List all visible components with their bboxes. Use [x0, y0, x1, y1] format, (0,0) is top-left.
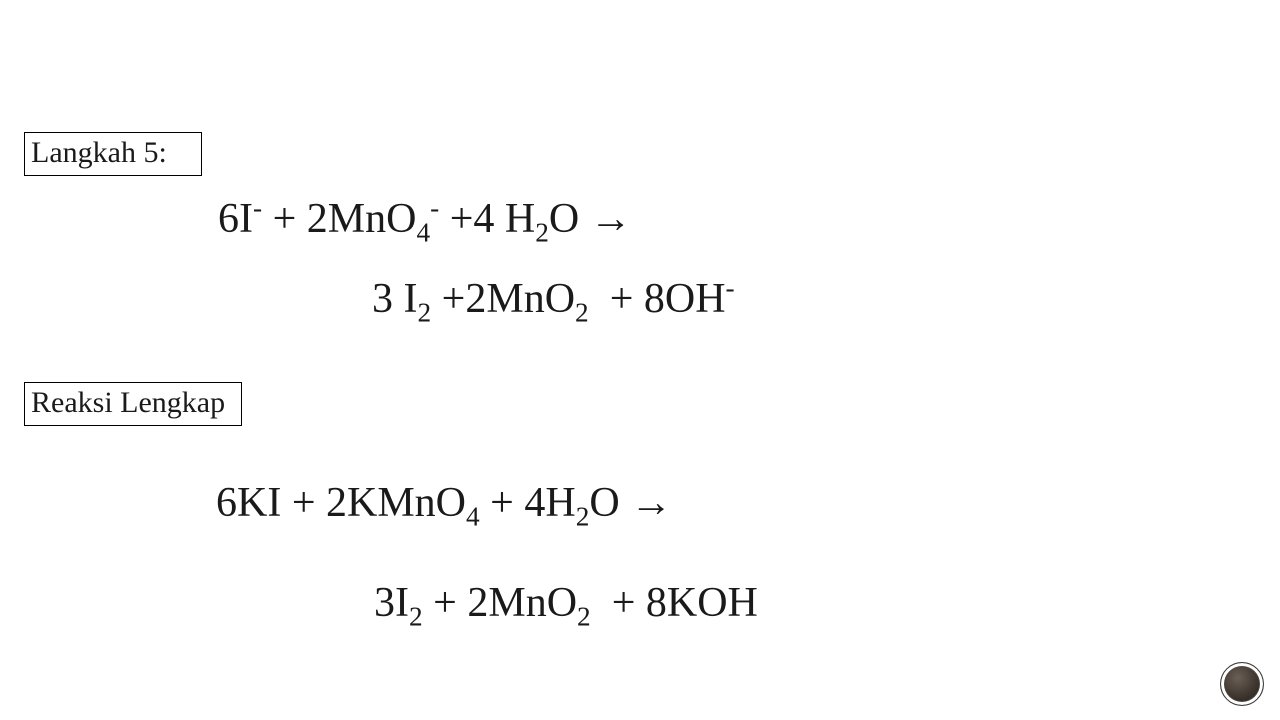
equation-2-products: 3I2 + 2MnO2 + 8KOH: [374, 580, 758, 626]
complete-reaction-label: Reaksi Lengkap: [24, 382, 242, 426]
step-label: Langkah 5:: [24, 132, 202, 176]
slide: Langkah 5: 6I- + 2MnO4- +4 H2O → 3 I2 +2…: [0, 0, 1280, 720]
slide-ornament-icon: [1220, 662, 1264, 706]
equation-2-reactants: 6KI + 2KMnO4 + 4H2O →: [216, 480, 672, 526]
equation-1-products: 3 I2 +2MnO2 + 8OH-: [372, 276, 735, 322]
equation-1-reactants: 6I- + 2MnO4- +4 H2O →: [218, 196, 632, 242]
